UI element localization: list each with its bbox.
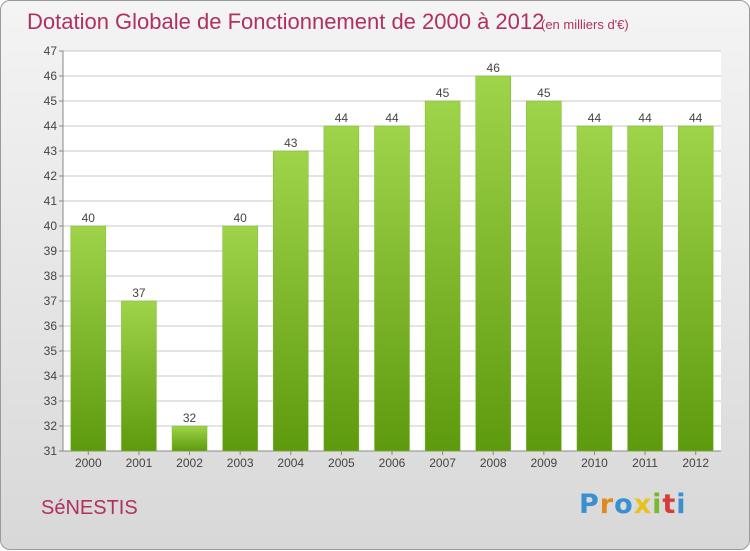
bar-2007 — [424, 100, 461, 452]
bar-2004 — [273, 150, 309, 452]
x-tick-label-2006: 2006 — [379, 456, 406, 470]
x-tick-label-2007: 2007 — [429, 456, 456, 470]
commune-name: SéNESTIS — [41, 497, 138, 519]
bar-2011 — [627, 125, 663, 452]
x-tick-label-2002: 2002 — [176, 456, 203, 470]
bar-2012 — [677, 125, 714, 452]
x-tick-label-2009: 2009 — [530, 456, 557, 470]
x-tick-label-2008: 2008 — [480, 456, 507, 470]
x-tick-label-2004: 2004 — [277, 456, 304, 470]
data-label-2005: 44 — [335, 111, 349, 125]
bar-2003 — [222, 225, 258, 452]
x-tick-label-2001: 2001 — [126, 456, 153, 470]
x-tick-label-2000: 2000 — [75, 456, 102, 470]
logo-letter: x — [633, 489, 653, 520]
logo-letter: i — [676, 489, 687, 520]
proxiti-logo: Proxiti — [579, 489, 687, 520]
y-tick-label: 41 — [44, 194, 58, 208]
bar-2006 — [374, 125, 410, 452]
bar-2002 — [171, 425, 208, 452]
y-tick-label: 45 — [44, 94, 58, 108]
data-label-2003: 40 — [233, 211, 247, 225]
data-label-2010: 44 — [588, 111, 602, 125]
chart-subtitle: (en milliers d'€) — [541, 17, 629, 32]
y-tick-label: 46 — [44, 69, 58, 83]
data-label-2006: 44 — [385, 111, 399, 125]
data-label-2000: 40 — [82, 211, 96, 225]
data-label-2002: 32 — [183, 411, 197, 425]
logo-letter: i — [652, 489, 663, 520]
x-tick-label-2005: 2005 — [328, 456, 355, 470]
bar-2008 — [475, 75, 511, 452]
y-tick-label: 31 — [44, 444, 58, 458]
logo-letter: r — [599, 489, 615, 520]
logo-letter: t — [662, 489, 677, 520]
data-label-2007: 45 — [436, 86, 450, 100]
logo-letter: o — [614, 489, 634, 520]
y-tick-label: 44 — [44, 119, 58, 133]
y-tick-label: 36 — [44, 319, 58, 333]
logo-letter: P — [579, 489, 600, 520]
bar-2001 — [121, 300, 157, 452]
bar-2009 — [526, 100, 562, 452]
x-tick-label-2010: 2010 — [581, 456, 608, 470]
y-tick-label: 32 — [44, 419, 58, 433]
y-tick-label: 47 — [44, 44, 58, 58]
y-tick-label: 39 — [44, 244, 58, 258]
data-label-2009: 45 — [537, 86, 551, 100]
y-tick-label: 33 — [44, 394, 58, 408]
data-label-2008: 46 — [487, 61, 501, 75]
data-label-2012: 44 — [689, 111, 703, 125]
chart-title: Dotation Globale de Fonctionnement de 20… — [27, 9, 545, 34]
y-tick-label: 34 — [44, 369, 58, 383]
x-tick-label-2012: 2012 — [682, 456, 709, 470]
y-tick-label: 40 — [44, 219, 58, 233]
x-tick-label-2011: 2011 — [632, 456, 658, 470]
y-tick-label: 38 — [44, 269, 58, 283]
bar-2005 — [323, 125, 360, 452]
y-tick-label: 37 — [44, 294, 58, 308]
bar-2000 — [70, 225, 107, 452]
y-tick-label: 43 — [44, 144, 58, 158]
data-label-2004: 43 — [284, 136, 298, 150]
x-tick-label-2003: 2003 — [227, 456, 254, 470]
y-tick-label: 35 — [44, 344, 58, 358]
data-label-2001: 37 — [132, 286, 146, 300]
data-label-2011: 44 — [638, 111, 652, 125]
y-tick-label: 42 — [44, 169, 58, 183]
bar-2010 — [576, 125, 613, 452]
